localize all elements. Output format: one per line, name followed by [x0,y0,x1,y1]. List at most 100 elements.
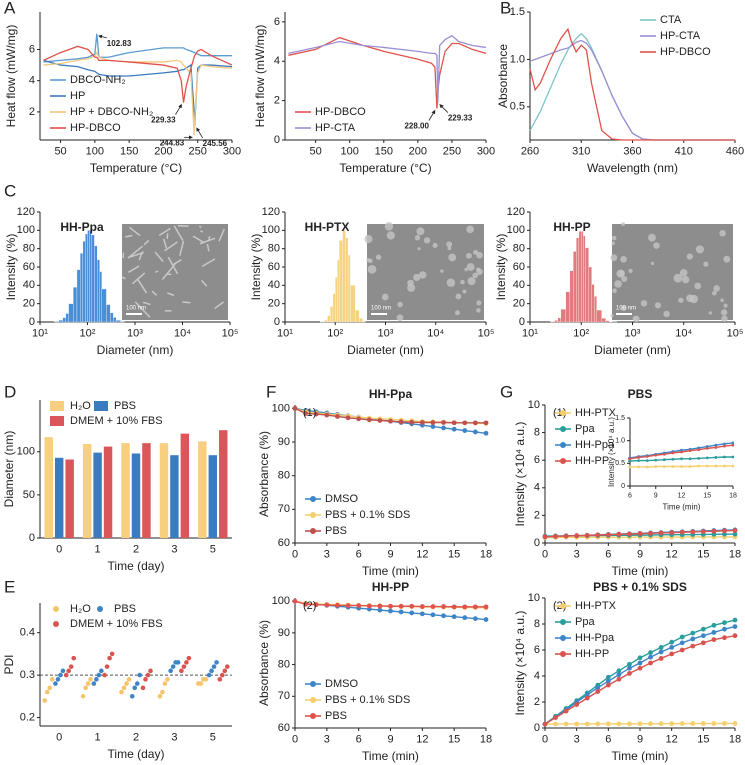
x-tick-label: 3 [574,548,580,560]
bar [44,437,53,538]
point [584,695,590,701]
point [303,411,309,416]
tem-feature [134,301,151,318]
bar [347,254,351,323]
point [605,682,611,688]
x-tick-label: 6 [605,548,611,560]
point [419,604,425,609]
point [669,639,675,645]
y-tick-label: 6 [534,644,540,656]
legend-swatch [560,651,566,657]
point [209,668,214,674]
chart-title: PBS + 0.1% SDS [593,580,687,594]
legend-label: HH-PTX [575,407,617,419]
tem-feature [151,290,158,296]
x-tick-label: 100 [86,145,104,157]
tem-feature [628,268,633,273]
point [605,721,611,727]
point [165,677,170,682]
x-axis-label: Wavelength (nm) [587,161,678,175]
x-tick-label: 10³ [127,327,143,339]
point [645,459,649,463]
point [186,655,192,661]
point [705,456,709,460]
x-tick-label: 10⁴ [427,327,444,339]
point [85,681,91,686]
tem-feature [367,264,377,274]
bar [345,237,349,323]
y-tick-label: 80 [268,243,280,255]
point [637,660,643,666]
y-tick-label: 100 [262,224,280,236]
x-tick-label: 5 [210,731,216,743]
x-tick-label: 18 [480,548,492,560]
tem-feature [154,251,164,263]
legend-swatch [310,697,316,703]
point [628,457,632,461]
point [637,456,640,459]
point [483,420,489,426]
bar [335,276,338,323]
tem-feature [719,230,726,237]
tem-feature [173,225,184,241]
legend-label: HH-PP [575,455,609,467]
point [225,664,230,669]
point [430,604,436,609]
point [669,645,675,650]
point [140,685,146,691]
tem-feature [129,251,144,258]
line [544,635,736,725]
x-axis-label: Time (min) [362,749,419,763]
x-tick-label: 6 [356,733,362,745]
tem-feature [206,243,210,252]
point [616,721,622,727]
tem-feature [711,290,717,296]
tem-feature [703,261,709,267]
x-tick-label: 0 [56,543,62,555]
bar [219,430,228,538]
point [148,668,153,674]
legend-label: PBS + 0.1% SDS [325,694,410,706]
point [732,721,738,726]
chart-tag: (1) [303,407,316,419]
point [451,426,457,432]
x-tick-label: 200 [154,145,172,157]
y-axis-label: Intensity (×10⁴ a.u.) [513,611,527,716]
point [658,656,664,661]
x-tick-label: 300 [477,145,495,157]
y-tick-label: 60 [278,537,290,549]
tem-feature [648,233,656,242]
bar [198,441,207,538]
point [688,457,692,461]
point [662,452,666,456]
tem-feature [476,267,481,272]
tem-feature [476,251,483,259]
x-tick-label: 460 [726,145,744,157]
x-tick-label: 6 [628,492,632,499]
tem-feature [689,294,699,304]
point [732,531,738,537]
y-tick-label: 60 [23,261,35,273]
legend-swatch [560,442,566,448]
bar [93,452,102,538]
bar [208,455,218,538]
bar [565,291,571,323]
point [313,411,319,417]
point [616,531,622,537]
x-tick-label: 0 [542,548,548,560]
point [211,664,217,669]
y-tick-label: 80 [278,658,290,670]
point [671,465,675,468]
y-axis-label: Diameter (nm) [2,431,16,508]
point [451,604,457,610]
bar [58,320,63,323]
point [441,425,446,431]
x-axis-label: Time (min) [612,564,669,578]
legend-label: H₂O [70,603,91,615]
y-tick-label: 50 [23,489,35,501]
legend-label: CTA [660,14,682,26]
x-axis-label: Temperature (°C) [90,161,182,175]
y-tick-label: 100 [17,224,35,236]
line [529,27,735,141]
